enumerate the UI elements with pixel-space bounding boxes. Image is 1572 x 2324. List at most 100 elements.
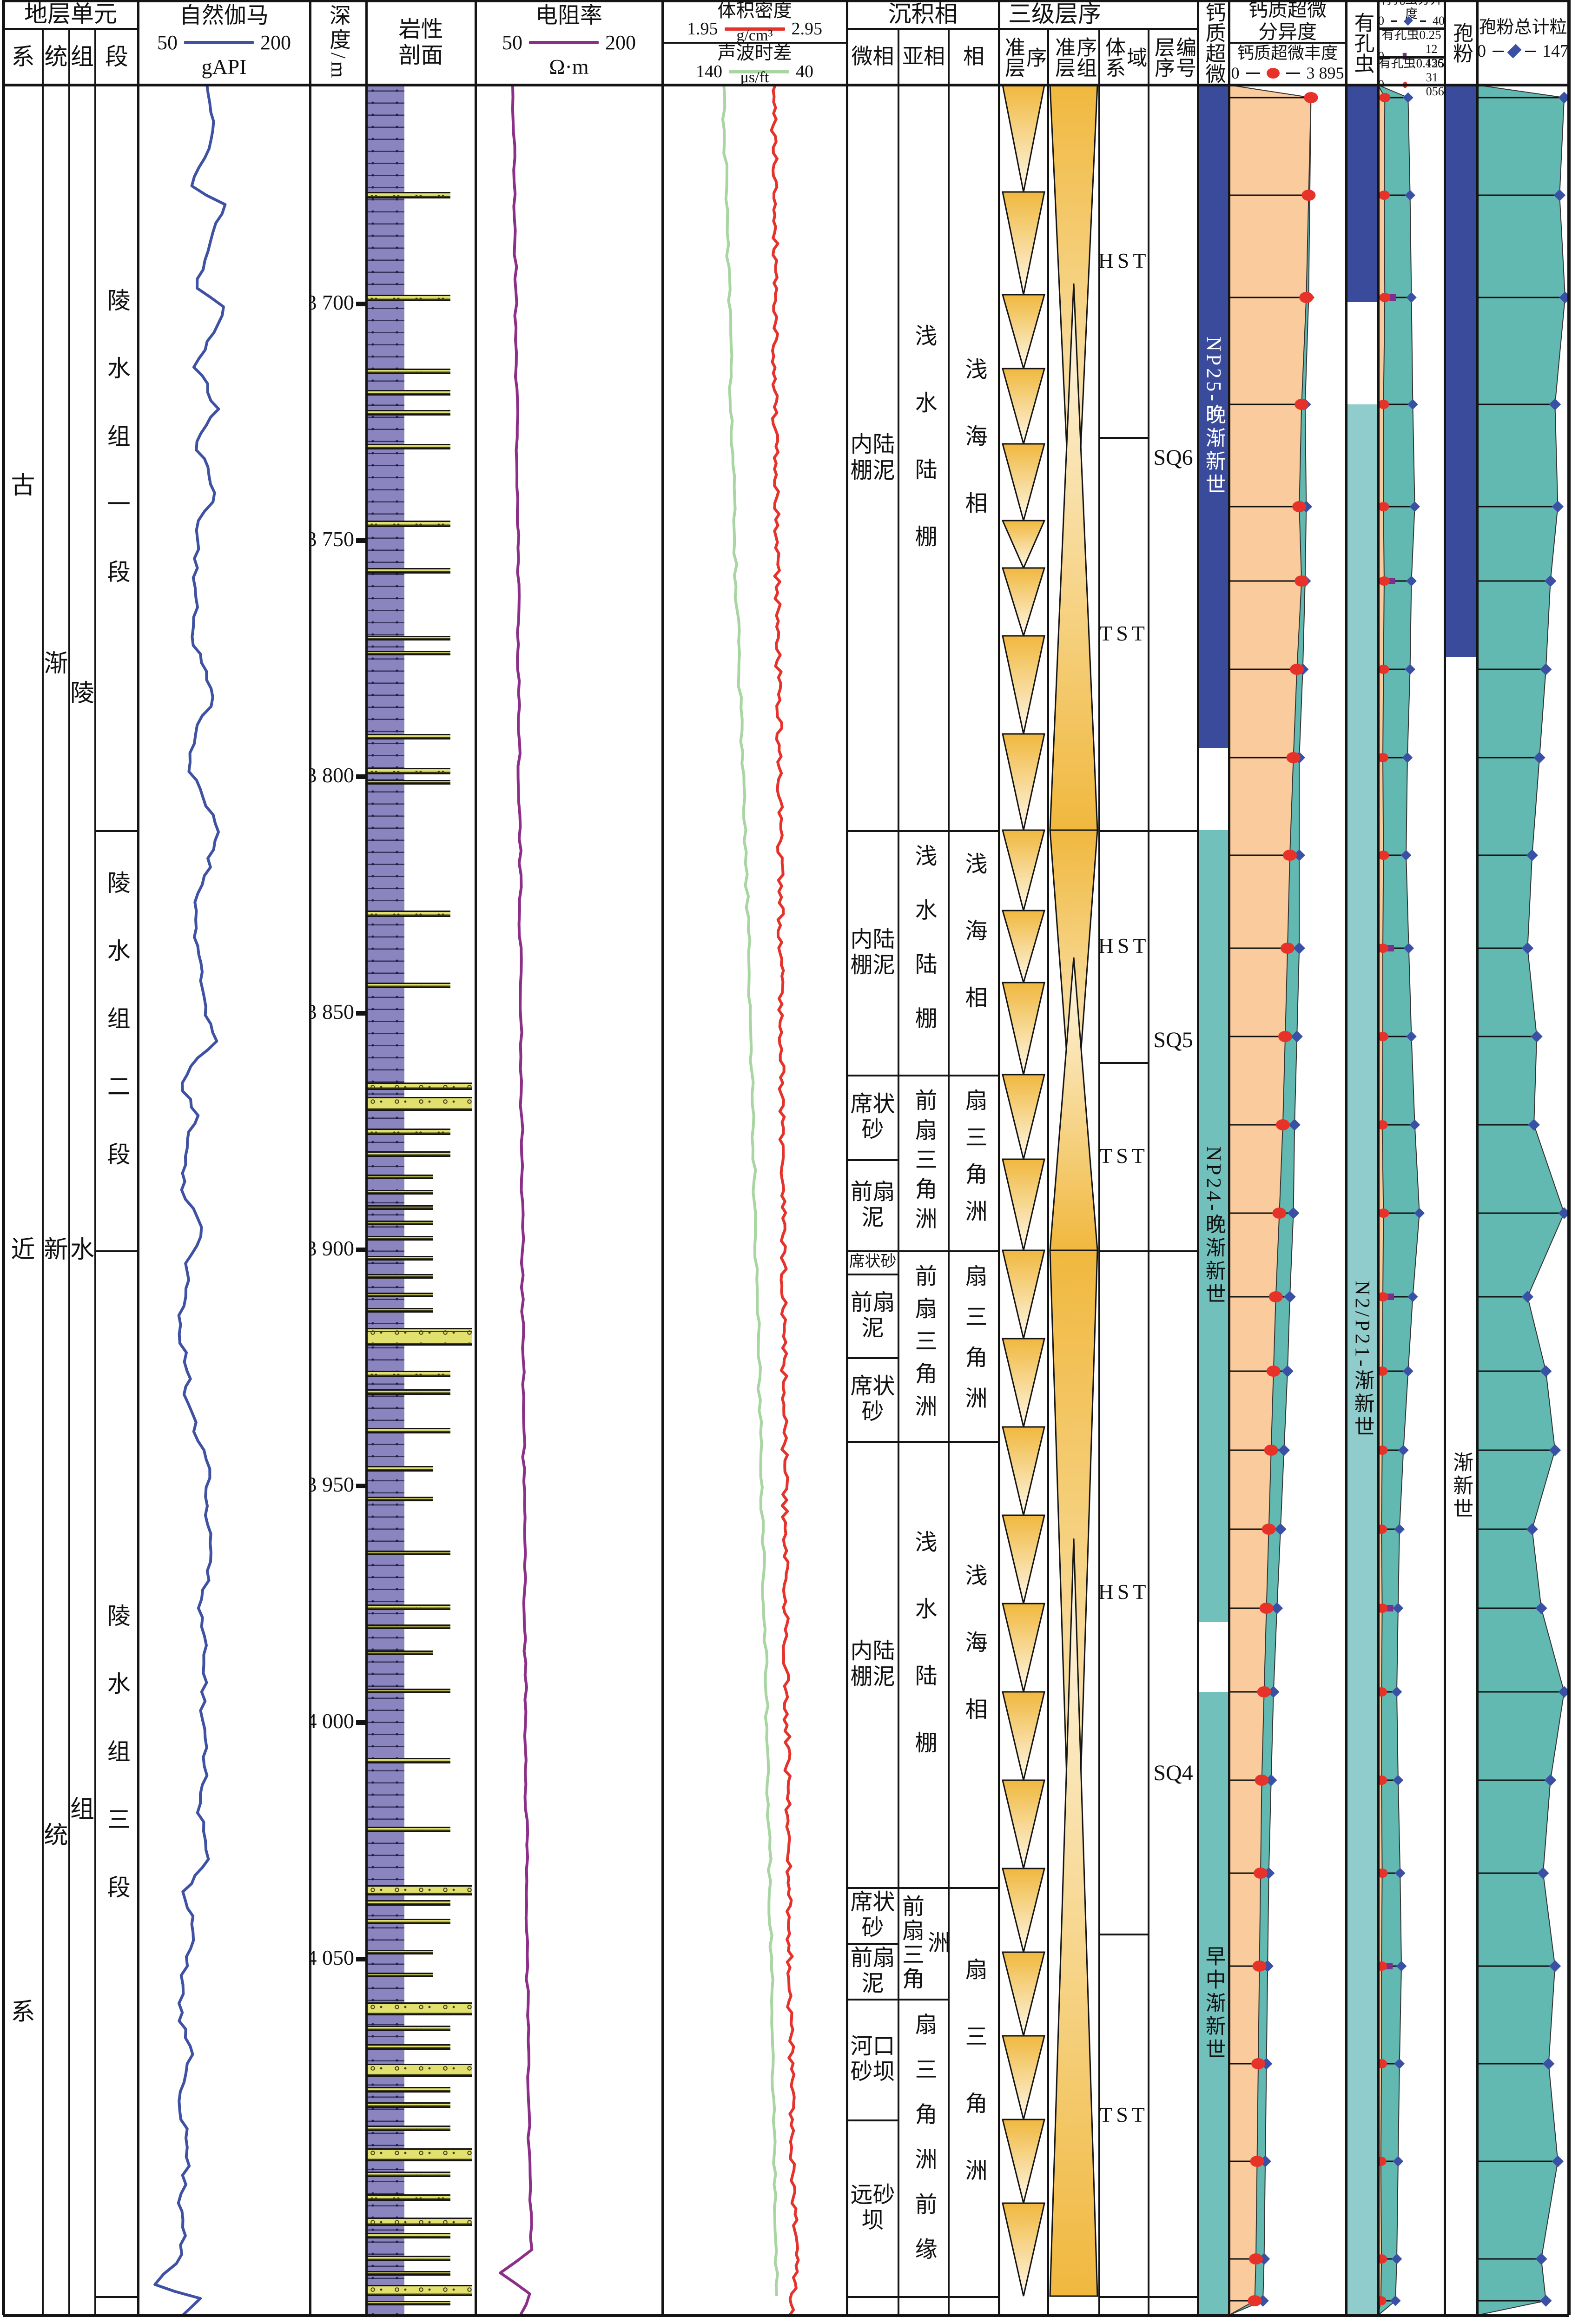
sand-bed: [367, 734, 450, 739]
strat-char: 近: [11, 1237, 35, 1264]
microfacies-block-label: 席状砂: [850, 1373, 895, 1424]
col-header-zu: 组: [71, 43, 94, 70]
col-header-xi: 系: [11, 43, 35, 70]
sand-bed: [367, 295, 450, 301]
facies-block-label: 浅海相: [961, 852, 986, 1053]
sand-bed: [367, 1604, 450, 1610]
pollen-zone: 渐新世: [1445, 85, 1477, 2315]
depth-tick-label: 3 700: [310, 290, 354, 314]
foram-zone-zone: [1346, 85, 1378, 302]
gamma-track: [138, 85, 310, 2315]
strat-char: 系: [11, 1999, 35, 2026]
sand-bed: [367, 780, 450, 785]
sand-bed: [367, 2301, 450, 2305]
nanno-ab-max: 3 895: [1306, 64, 1344, 82]
pollen-total-label: 孢粉总计粒: [1479, 18, 1567, 38]
sand-bed: [367, 1221, 433, 1225]
blue-diamond-marker-icon: [1506, 44, 1522, 59]
strat-formation: 陵水组: [69, 85, 95, 2315]
gamma-min: 50: [157, 31, 178, 54]
microfacies-block-label: 席状砂: [850, 1889, 895, 1940]
res-max: 200: [605, 31, 636, 54]
sand-bed: [367, 2256, 450, 2261]
density-header: 体积密度 1.95 2.95 g/cm³: [662, 0, 847, 44]
depth-tick: [356, 1484, 366, 1488]
lith-header: 岩性剖面: [366, 0, 476, 85]
member-block-label: 陵水组一段: [104, 288, 130, 627]
col-header-systems-tract: 体系域: [1102, 36, 1147, 78]
nanno-zone: NP25-晚渐新世 NP24-晚渐新世 早中渐新世: [1198, 85, 1229, 2315]
foram-row-label: 有孔虫0.25: [1381, 28, 1441, 42]
nanno-zone-zone-label: 早中渐新世: [1202, 1945, 1225, 2062]
sand-bed: [367, 768, 450, 774]
nanno-ab-min: 0: [1231, 64, 1240, 82]
col-header-tong: 统: [44, 43, 68, 70]
subfacies-block-label: 前扇三角洲: [911, 1264, 936, 1427]
gamma-unit: gAPI: [201, 54, 247, 79]
sand-bed: [367, 1428, 450, 1433]
pollen-zone-zone-label: 渐新世: [1450, 1451, 1473, 1521]
density-min: 1.95: [687, 19, 718, 39]
red-circle-marker-icon: [1266, 67, 1280, 79]
strat-char: 渐: [44, 651, 68, 678]
sequence-number-label: SQ6: [1153, 445, 1193, 470]
sand-bed: [367, 2285, 472, 2296]
sand-bed: [367, 1885, 472, 1895]
depth-tick: [356, 774, 366, 779]
subfacies-block-label: 浅水陆棚: [911, 1530, 936, 1798]
strat-char: 陵: [70, 680, 94, 707]
depth-tick-label: 4 050: [310, 1946, 354, 1969]
res-header: 电阻率 50 200 Ω·m: [476, 0, 662, 85]
depth-tick: [356, 1011, 366, 1016]
sand-bed: [367, 2064, 472, 2077]
gamma-title: 自然伽马: [179, 3, 269, 28]
sand-bed: [367, 2044, 450, 2050]
systems-tract-label: HST: [1099, 1579, 1149, 1604]
facies-block: 浅海相 浅海相 扇三角洲 扇三角洲 浅海相 扇三角洲: [949, 85, 999, 2315]
density-sonic-track: [662, 85, 847, 2315]
col-header-facies: 相: [963, 45, 984, 69]
nanno-zone-zone: [1198, 1692, 1229, 2315]
sand-bed: [367, 568, 450, 574]
sand-bed: [367, 1083, 472, 1090]
systems-tract-label: HST: [1099, 934, 1149, 958]
sonic-title: 声波时差: [717, 42, 792, 63]
mudstone-band: [367, 85, 404, 2315]
sand-bed: [367, 1827, 450, 1832]
systems-tract-label: TST: [1099, 1144, 1149, 1168]
subfacies-block-label: 前扇三角洲: [898, 1895, 949, 1991]
foram-header-row: 有孔虫分异度040: [1378, 0, 1445, 28]
res-scale-line: [529, 41, 599, 44]
nanno-div-header-text: 钙质超微分异度: [1248, 0, 1327, 43]
depth-tick: [356, 1248, 366, 1252]
sequence-number-track: SQ6 SQ5 SQ4: [1149, 85, 1198, 2315]
col-header-parasequence: 准层序: [1002, 36, 1046, 78]
sand-bed: [367, 1097, 472, 1111]
sand-bed: [367, 444, 450, 449]
member-block-label: 陵水组三段: [104, 1604, 130, 1943]
sequence-title: 三级层序: [1008, 1, 1101, 27]
scale-line: [1246, 72, 1260, 74]
density-scale-line: [724, 27, 785, 31]
foram-row-label: 有孔虫0.125: [1378, 56, 1445, 71]
foram-band-header: 有孔虫: [1351, 12, 1374, 73]
strat-unit-title: 地层单元: [24, 1, 117, 27]
strat-char: 组: [70, 1796, 94, 1823]
nanno-ab-header: 钙质超微丰度 0 3 895: [1229, 43, 1346, 85]
col-header-duan: 段: [105, 43, 128, 70]
depth-tick: [356, 1720, 366, 1725]
microfacies-block-label: 前扇泥: [850, 1290, 895, 1340]
subfacies-block-label: 浅水陆棚: [911, 844, 936, 1061]
scale-line: [1286, 72, 1300, 74]
microfacies-block-label: 河口砂坝: [850, 2034, 895, 2084]
pollen-zone-zone: [1445, 85, 1477, 657]
systems-tract-track: HST TST HST TST HST TST: [1099, 85, 1149, 2315]
res-unit: Ω·m: [549, 54, 589, 79]
sand-bed: [367, 2233, 450, 2238]
sand-bed: [367, 2026, 450, 2031]
sand-bed: [367, 1205, 433, 1210]
member-block-label: 陵水组二段: [104, 871, 130, 1210]
col-header-microfacies: 微相: [851, 45, 894, 69]
nanno-div-header: 钙质超微分异度: [1229, 0, 1346, 43]
